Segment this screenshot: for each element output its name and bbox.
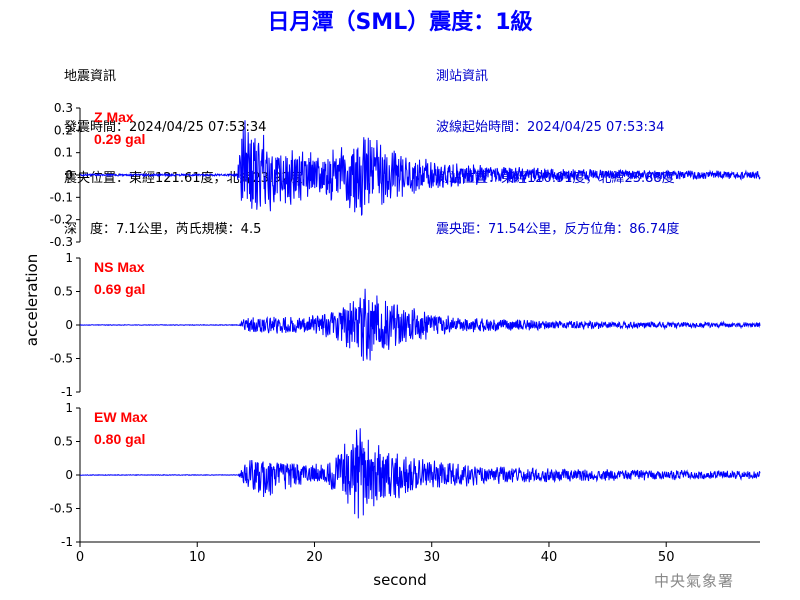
y-axis-label: acceleration — [23, 254, 41, 346]
max-value: 0.69 gal — [94, 281, 145, 297]
y-tick-label: 0.2 — [54, 123, 73, 137]
distance-azimuth: 震央距：71.54公里，反方位角：86.74度 — [436, 222, 680, 237]
y-tick-label: 0 — [65, 318, 73, 332]
max-value: 0.29 gal — [94, 131, 145, 147]
chart-title: 日月潭（SML）震度：1級 — [267, 10, 533, 35]
max-label: NS Max — [94, 259, 145, 275]
x-tick-label: 20 — [306, 550, 323, 565]
y-tick-label: 0 — [65, 468, 73, 482]
panel-ew: 1 0.5 0 -0.5 -1 EW Max 0.80 gal — [50, 401, 761, 549]
max-label: EW Max — [94, 409, 148, 425]
quake-info-heading: 地震資訊 — [64, 69, 117, 84]
y-tick-label: -0.3 — [50, 235, 73, 249]
y-tick-label: -1 — [61, 535, 73, 549]
y-tick-label: 0.3 — [54, 101, 73, 115]
y-tick-label: 1 — [65, 251, 73, 265]
depth-magnitude: 深 度：7.1公里，芮氏規模：4.5 — [64, 222, 262, 237]
x-tick-label: 10 — [189, 550, 206, 565]
max-value: 0.80 gal — [94, 431, 145, 447]
panel-z: 0.3 0.2 0.1 0 -0.1 -0.2 -0.3 Z Max 0.29 gal — [50, 101, 761, 249]
y-tick-label: -1 — [61, 385, 73, 399]
waveform-trace-z — [79, 120, 761, 216]
y-tick-label: -0.5 — [50, 352, 73, 366]
panel-ns: 1 0.5 0 -0.5 -1 NS Max 0.69 gal — [50, 251, 761, 399]
station-info-heading: 測站資訊 — [436, 69, 489, 84]
wave-start-time: 波線起始時間：2024/04/25 07:53:34 — [436, 120, 665, 135]
y-tick-label: 0 — [65, 168, 73, 182]
y-tick-label: -0.5 — [50, 502, 73, 516]
credit-text: 中央氣象署 — [654, 572, 735, 590]
y-tick-label: -0.2 — [50, 213, 73, 227]
x-tick-label: 0 — [76, 550, 84, 565]
y-tick-label: 0.5 — [54, 285, 73, 299]
y-tick-label: 0.1 — [54, 146, 73, 160]
x-tick-label: 50 — [658, 550, 675, 565]
waveform-trace-ew — [79, 428, 761, 519]
x-axis-label: second — [373, 571, 427, 589]
y-tick-label: 0.5 — [54, 435, 73, 449]
waveform-trace-ns — [79, 288, 761, 361]
origin-time: 發震時間：2024/04/25 07:53:34 — [64, 120, 267, 135]
y-tick-label: -0.1 — [50, 190, 73, 204]
max-label: Z Max — [94, 109, 134, 125]
y-tick-label: 1 — [65, 401, 73, 415]
x-tick-label: 30 — [423, 550, 440, 565]
x-tick-label: 40 — [541, 550, 558, 565]
